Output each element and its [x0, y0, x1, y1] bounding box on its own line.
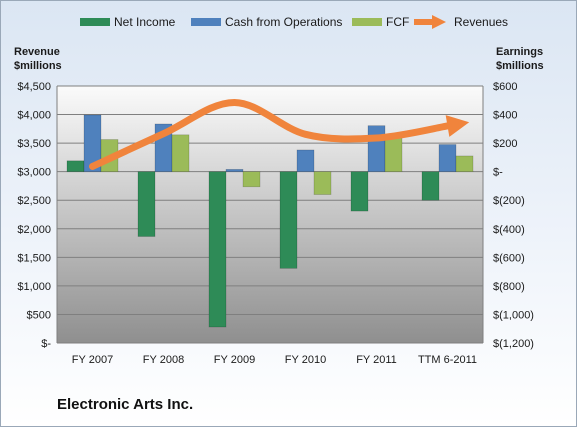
legend-swatch-fcf — [352, 18, 382, 26]
left-tick-label: $2,500 — [17, 195, 51, 207]
right-tick-label: $(800) — [493, 281, 525, 293]
company-title: Electronic Arts Inc. — [57, 396, 194, 413]
bar-fcf — [242, 171, 261, 188]
right-tick-label: $600 — [493, 81, 517, 93]
right-tick-label: $(400) — [493, 224, 525, 236]
left-tick-label: $3,500 — [17, 138, 51, 150]
bar-cash-from-operations — [296, 149, 315, 172]
bar-net-income — [208, 171, 227, 328]
left-tick-label: $1,000 — [17, 281, 51, 293]
legend-label-revenues: Revenues — [454, 15, 509, 29]
right-axis-title: Earnings $millions — [496, 45, 544, 73]
legend-label-net-income: Net Income — [114, 15, 176, 29]
right-tick-label: $(600) — [493, 252, 525, 264]
legend-label-fcf: FCF — [386, 15, 410, 29]
right-tick-label: $- — [493, 167, 503, 179]
left-tick-label: $- — [41, 338, 51, 350]
left-axis-title-line1: Revenue — [14, 46, 60, 58]
bar-cash-from-operations — [438, 144, 457, 172]
bar-cash-from-operations — [225, 169, 244, 172]
right-tick-label: $200 — [493, 138, 517, 150]
bar-fcf — [313, 171, 332, 195]
right-tick-label: $(200) — [493, 195, 525, 207]
left-tick-label: $4,500 — [17, 81, 51, 93]
left-tick-label: $4,000 — [17, 110, 51, 122]
bar-net-income — [137, 171, 156, 237]
right-axis-title-line1: Earnings — [496, 46, 544, 58]
x-tick-label: FY 2008 — [143, 354, 184, 366]
x-tick-label: FY 2007 — [72, 354, 113, 366]
right-tick-label: $(1,000) — [493, 309, 534, 321]
right-axis-title-line2: $millions — [496, 60, 544, 72]
legend-swatch-net-income — [80, 18, 110, 26]
right-tick-label: $400 — [493, 110, 517, 122]
bar-net-income — [66, 160, 85, 172]
left-tick-label: $500 — [27, 309, 51, 321]
legend-swatch-cash-from-operations — [191, 18, 221, 26]
right-tick-label: $(1,200) — [493, 338, 534, 350]
left-tick-label: $2,000 — [17, 224, 51, 236]
x-tick-label: FY 2011 — [356, 354, 397, 366]
legend-arrow-icon — [414, 15, 446, 29]
bar-fcf — [171, 134, 190, 172]
legend-label-cash-from-operations: Cash from Operations — [225, 15, 343, 29]
revenues-line — [89, 98, 451, 170]
x-tick-label: FY 2010 — [285, 354, 326, 366]
bar-net-income — [350, 171, 369, 212]
bar-net-income — [279, 171, 298, 269]
x-tick-label: TTM 6-2011 — [418, 354, 477, 366]
bar-net-income — [421, 171, 440, 201]
left-tick-label: $1,500 — [17, 252, 51, 264]
left-tick-label: $3,000 — [17, 167, 51, 179]
plot-background — [57, 86, 483, 343]
bar-cash-from-operations — [367, 125, 386, 172]
revenues-arrowhead — [445, 115, 470, 137]
x-tick-label: FY 2009 — [214, 354, 255, 366]
left-axis-title: Revenue $millions — [14, 45, 62, 73]
left-axis-title-line2: $millions — [14, 60, 62, 72]
bar-fcf — [384, 135, 403, 172]
bar-fcf — [455, 155, 474, 172]
